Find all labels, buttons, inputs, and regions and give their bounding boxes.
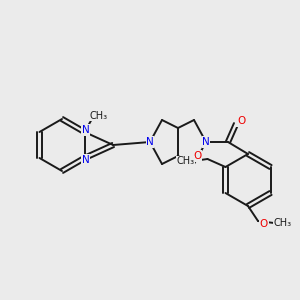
- Text: N: N: [202, 137, 210, 147]
- Text: CH₃: CH₃: [176, 156, 194, 166]
- Text: N: N: [82, 155, 89, 165]
- Text: N: N: [146, 137, 154, 147]
- Text: CH₃: CH₃: [274, 218, 292, 228]
- Text: O: O: [194, 151, 202, 161]
- Text: N: N: [82, 125, 89, 135]
- Text: O: O: [237, 116, 245, 126]
- Text: O: O: [260, 219, 268, 229]
- Text: CH₃: CH₃: [89, 111, 108, 121]
